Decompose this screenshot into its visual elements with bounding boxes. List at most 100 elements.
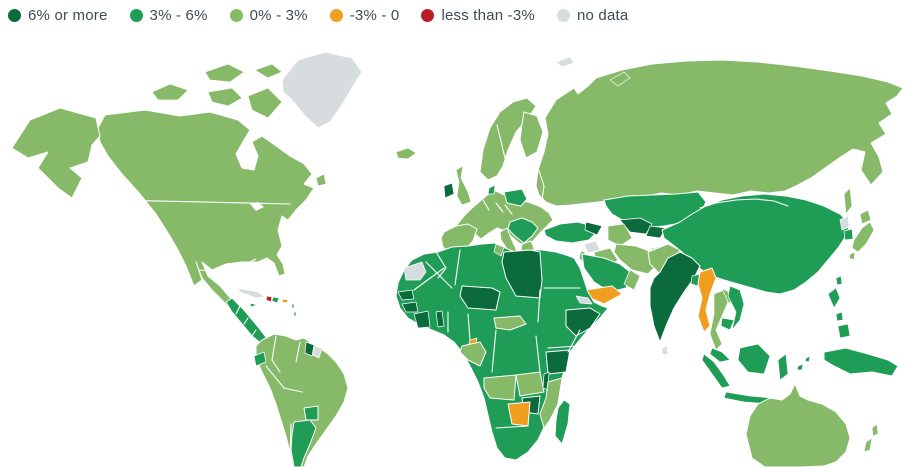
region-vietnam[interactable] [727,285,745,331]
region-taiwan[interactable] [835,275,843,286]
region-denmark[interactable] [487,184,496,195]
region-lesser-antilles[interactable] [291,303,297,317]
region-senegal[interactable] [397,289,415,301]
border-central-europe [482,175,531,215]
region-ecuador[interactable] [253,351,267,367]
region-iran[interactable] [613,243,659,275]
region-japan-honshu[interactable] [851,221,875,253]
region-jamaica[interactable] [249,302,258,308]
region-gabon-congo[interactable] [459,341,487,367]
region-japan-kyushu[interactable] [848,251,856,261]
region-sulawesi[interactable] [777,353,789,381]
border-europe-russia [537,167,545,201]
swatch-circle [8,9,21,22]
region-novaya-zemlya[interactable] [609,71,631,87]
great-lakes [250,202,264,211]
region-sumatra[interactable] [701,353,731,389]
region-kyrgyzstan-tajikistan[interactable] [645,225,667,239]
region-botswana[interactable] [507,401,531,427]
region-greenland[interactable] [281,51,363,129]
region-western-sahara[interactable] [403,261,427,281]
region-cuba[interactable] [237,287,266,299]
region-uk[interactable] [455,165,472,206]
swatch-circle [229,9,243,22]
region-niger[interactable] [459,285,501,311]
region-central-america[interactable] [225,297,269,345]
region-canadian-arctic[interactable] [151,83,189,101]
region-canadian-arctic[interactable] [204,63,245,83]
region-dominican-republic[interactable] [271,296,280,304]
region-canadian-arctic[interactable] [247,87,283,119]
legend-swatch-less-neg3 [421,9,435,22]
region-poland[interactable] [503,188,528,207]
region-ethiopia[interactable] [565,307,601,337]
border-central-america [235,305,257,337]
region-turkey[interactable] [543,221,598,244]
region-south-korea[interactable] [843,228,854,241]
region-new-zealand[interactable] [863,423,879,453]
region-cote-divoire[interactable] [413,310,431,329]
region-tunisia[interactable] [493,243,505,257]
region-puerto-rico[interactable] [281,298,289,304]
legend-label: -3% - 0 [349,7,400,24]
region-philippines-mindanao[interactable] [837,323,851,339]
region-finland[interactable] [519,111,544,159]
border-south-america [265,335,303,466]
border-africa [413,249,581,429]
legend-item-6-or-more: 6% or more [8,7,108,24]
region-malaysia[interactable] [709,347,731,363]
region-canadian-arctic[interactable] [207,87,243,107]
legend-item-0-3: 0% - 3% [229,7,308,24]
region-india[interactable] [649,251,701,343]
region-central-african-republic[interactable] [493,315,527,331]
region-south-america[interactable] [255,333,349,467]
region-turkmenistan[interactable] [607,223,633,247]
border-norway-sweden [496,124,506,159]
legend-label: no data [576,7,629,24]
region-eritrea[interactable] [575,295,593,305]
region-north-america[interactable] [97,109,315,343]
swatch-circle [421,9,435,22]
region-caucasus[interactable] [584,221,603,236]
region-scandinavia[interactable] [479,97,537,181]
region-new-guinea[interactable] [823,347,899,377]
legend-item-neg3-0: -3% - 0 [329,7,400,24]
region-tanzania[interactable] [545,349,571,375]
region-madagascar[interactable] [554,399,571,445]
region-newfoundland[interactable] [315,173,327,187]
region-philippines-luzon[interactable] [827,287,841,309]
region-sri-lanka[interactable] [661,345,669,356]
region-australia[interactable] [745,383,851,467]
region-guyana[interactable] [304,341,315,357]
region-svalbard[interactable] [555,56,575,68]
region-saudi-arabia[interactable] [581,253,631,293]
region-paraguay[interactable] [303,405,319,421]
region-iceland[interactable] [395,147,417,160]
legend-item-no-data: no data [556,7,629,24]
region-guinea[interactable] [401,301,419,313]
legend: 6% or more 3% - 6% 0% - 3% -3% - 0 less … [8,7,628,24]
region-borneo[interactable] [737,343,771,375]
region-mozambique[interactable] [539,377,563,429]
region-north-korea[interactable] [839,215,850,231]
region-argentina[interactable] [290,419,317,467]
region-ireland[interactable] [443,182,455,199]
region-haiti[interactable] [265,295,273,303]
region-zambia[interactable] [515,371,545,397]
region-sakhalin[interactable] [843,187,853,215]
region-balkans[interactable] [507,217,539,244]
swatch-circle [556,9,570,22]
region-canadian-arctic[interactable] [254,63,283,79]
region-angola[interactable] [483,374,517,401]
swatch-circle [329,9,343,22]
region-japan-hokkaido[interactable] [859,209,872,225]
region-cambodia[interactable] [720,317,735,331]
region-myanmar[interactable] [697,267,717,333]
region-oman[interactable] [623,269,641,291]
region-alaska[interactable] [11,107,101,199]
region-togo-benin[interactable] [435,310,445,328]
region-philippines-visayas[interactable] [835,311,844,322]
region-suriname[interactable] [312,345,323,359]
region-russia[interactable] [535,59,904,207]
legend-swatch-neg3-0 [329,9,343,22]
